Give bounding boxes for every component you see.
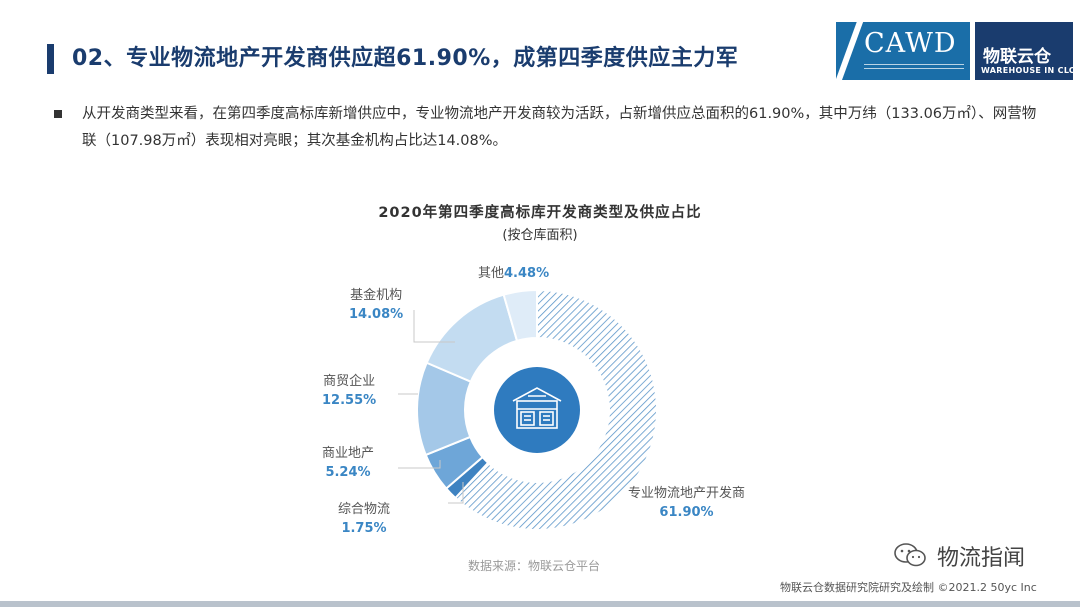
slice-other: [502, 288, 538, 343]
chart-title: 2020年第四季度高标库开发商类型及供应占比: [378, 205, 702, 221]
label-professional: 专业物流地产开发商 61.90%: [628, 482, 745, 520]
warehouse-in-cloud-logo: 物联云仓 WAREHOUSE IN CLOUD: [975, 22, 1080, 80]
label-integrated-logistics-value: 1.75%: [341, 521, 387, 536]
label-fund-value: 14.08%: [349, 307, 404, 322]
label-professional-name: 专业物流地产开发商: [628, 486, 746, 501]
center-circle: [494, 367, 580, 453]
label-fund: 基金机构 14.08%: [349, 284, 403, 322]
slice-fund: [425, 293, 519, 383]
warehouse-logo-cn: 物联云仓: [983, 47, 1051, 67]
page-title: 02、专业物流地产开发商供应超61.90%，成第四季度供应主力军: [72, 46, 739, 71]
bullet-icon: [54, 110, 62, 118]
leader-integrated-logistics: [448, 482, 464, 504]
bullet-text: 从开发商类型来看，在第四季度高标库新增供应中，专业物流地产开发商较为活跃，占新增…: [82, 106, 1037, 149]
wechat-icon: [894, 543, 926, 567]
warehouse-logo-en: WAREHOUSE IN CLOUD: [981, 66, 1080, 75]
slice-professional: [453, 288, 658, 531]
leader-fund: [413, 310, 455, 343]
watermark-name: 物流指闻: [937, 546, 1026, 571]
cawd-logo-text: CAWD: [864, 28, 957, 59]
cawd-logo-underline: [864, 64, 964, 69]
label-trade-enterprise-value: 12.55%: [322, 393, 377, 408]
footer-credit: 物联云仓数据研究院研究及绘制 ©2021.2 50yc Inc: [780, 581, 1037, 594]
label-other-name: 其他: [478, 266, 505, 281]
label-other: 其他4.48%: [478, 262, 549, 281]
warehouse-icon: [512, 387, 562, 429]
label-commercial-realestate-value: 5.24%: [325, 465, 371, 480]
data-source: 数据来源：物联云仓平台: [468, 559, 601, 573]
label-integrated-logistics-name: 综合物流: [338, 502, 391, 517]
leader-commercial-realestate: [398, 460, 441, 469]
bottom-strip: [0, 601, 1080, 607]
label-other-value: 4.48%: [504, 266, 550, 281]
title-accent-bar: [47, 44, 54, 74]
label-fund-name: 基金机构: [350, 288, 403, 303]
label-integrated-logistics: 综合物流 1.75%: [338, 498, 390, 536]
label-commercial-realestate-name: 商业地产: [322, 446, 375, 461]
label-professional-value: 61.90%: [659, 505, 714, 520]
label-trade-enterprise: 商贸企业 12.55%: [322, 370, 376, 408]
label-trade-enterprise-name: 商贸企业: [323, 374, 376, 389]
cawd-logo: CAWD: [836, 22, 970, 80]
label-commercial-realestate: 商业地产 5.24%: [322, 442, 374, 480]
chart-subtitle: (按仓库面积): [502, 228, 578, 243]
